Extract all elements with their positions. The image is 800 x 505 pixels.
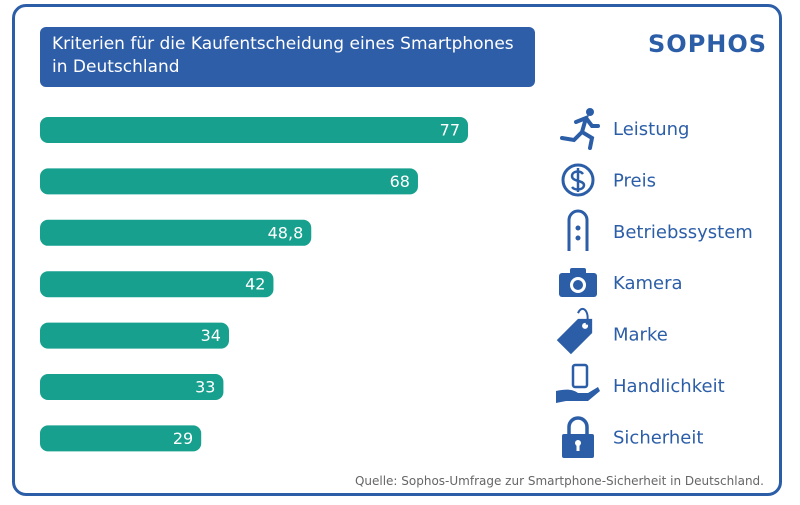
icon-hand-phone: [556, 363, 600, 403]
chart-title: Kriterien für die Kaufentscheidung eines…: [40, 27, 535, 87]
bar: [40, 271, 274, 298]
icon-tag: [556, 308, 593, 355]
brand-logo: SOPHOS: [648, 30, 768, 58]
icon-phone: [567, 209, 589, 251]
bar: [40, 117, 468, 143]
category-label: Betriebssystem: [613, 222, 753, 243]
icon-lock: [562, 416, 594, 458]
bar: [40, 425, 202, 452]
value-label: 68: [390, 172, 410, 191]
category-label: Kamera: [613, 273, 683, 294]
source-note: Quelle: Sophos-Umfrage zur Smartphone-Si…: [354, 474, 764, 488]
value-label: 42: [245, 275, 265, 294]
frame: [12, 4, 782, 496]
value-label: 33: [195, 378, 215, 397]
category-label: Handlichkeit: [613, 376, 725, 397]
category-label: Preis: [613, 170, 656, 191]
icon-camera: [559, 268, 597, 297]
value-label: 34: [201, 326, 221, 345]
category-label: Sicherheit: [613, 427, 703, 448]
value-label: 77: [440, 121, 460, 140]
bar: [40, 168, 418, 195]
icon-dollar: [561, 163, 595, 197]
category-label: Leistung: [613, 119, 689, 140]
value-label: 48,8: [268, 223, 304, 242]
bar: [40, 374, 224, 400]
bar: [40, 322, 229, 349]
value-label: 29: [173, 429, 193, 448]
icon-runner: [560, 108, 600, 150]
category-label: Marke: [613, 325, 668, 346]
bar: [40, 219, 312, 246]
icons: [556, 108, 600, 458]
